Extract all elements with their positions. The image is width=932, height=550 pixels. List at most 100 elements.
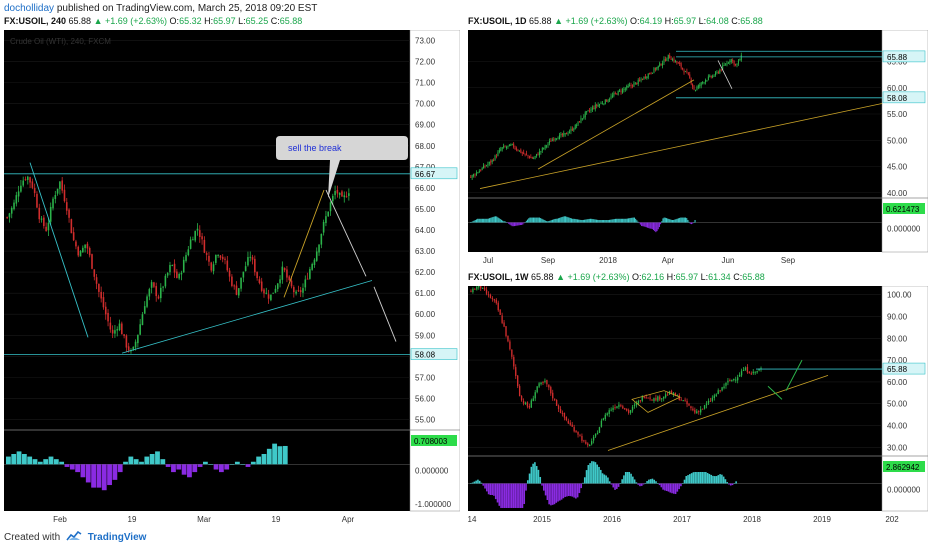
main-open: 65.32: [179, 16, 202, 26]
indicator-histogram-bar: [694, 471, 696, 484]
indicator-histogram-bar: [620, 218, 622, 223]
candle-body: [513, 143, 515, 148]
indicator-histogram-bar: [218, 464, 224, 473]
candle-body: [534, 156, 536, 158]
candle-body: [194, 231, 197, 241]
candle-body: [624, 408, 626, 410]
indicator-histogram-bar: [694, 219, 696, 223]
indicator-histogram-bar: [475, 219, 478, 223]
candle-body: [228, 270, 231, 277]
candle-body: [100, 291, 102, 299]
author-link[interactable]: docholliday: [4, 3, 55, 14]
indicator-histogram-bar: [471, 482, 474, 484]
candle-body: [583, 116, 585, 118]
indicator-histogram-bar: [649, 222, 651, 229]
weekly-low: 61.34: [708, 272, 731, 282]
indicator-histogram-bar: [566, 483, 568, 497]
candle-body: [493, 299, 496, 301]
indicator-histogram-bar: [534, 217, 536, 223]
footer-brand-link[interactable]: TradingView: [87, 532, 147, 544]
daily-chart[interactable]: 65.0060.0055.0050.0045.0040.0065.8858.08…: [468, 30, 928, 266]
indicator-histogram-bar: [613, 219, 615, 223]
indicator-histogram-bar: [532, 217, 535, 223]
candle-body: [656, 67, 658, 70]
candle-body: [640, 79, 642, 81]
indicator-histogram-bar: [583, 477, 586, 484]
x-tick-label: 2015: [533, 515, 551, 524]
indicator-histogram-bar: [712, 475, 714, 484]
candle-body: [662, 63, 664, 66]
candle-body: [635, 402, 638, 406]
indicator-histogram-bar: [639, 483, 641, 487]
indicator-histogram-bar: [681, 217, 683, 223]
candle-body: [557, 405, 560, 410]
indicator-histogram-bar: [557, 218, 559, 223]
candle-body: [610, 409, 612, 411]
candle-body: [579, 435, 581, 437]
indicator-histogram-bar: [573, 483, 575, 498]
indicator-histogram-bar: [573, 218, 575, 223]
candle-body: [715, 394, 717, 396]
candle-body: [584, 112, 586, 118]
indicator-histogram-bar: [208, 464, 214, 465]
indicator-histogram-bar: [547, 221, 549, 223]
weekly-change: ▲ +1.69 (+2.63%): [556, 272, 630, 282]
candle-body: [318, 244, 320, 253]
indicator-histogram-bar: [693, 222, 695, 223]
chart-background: [4, 30, 410, 511]
candle-body: [726, 62, 728, 66]
indicator-histogram-bar: [272, 443, 278, 465]
candle-body: [518, 150, 520, 152]
indicator-histogram-bar: [546, 221, 548, 223]
indicator-histogram-bar: [703, 471, 705, 484]
x-tick-label: 202: [885, 515, 899, 524]
candle-body: [626, 408, 628, 411]
indicator-histogram-bar: [500, 219, 502, 223]
indicator-histogram-bar: [487, 218, 489, 223]
candle-body: [488, 161, 490, 164]
candle-body: [336, 189, 339, 194]
indicator-histogram-bar: [592, 461, 595, 484]
indicator-histogram-bar: [575, 483, 577, 499]
candle-body: [343, 195, 346, 198]
candle-body: [127, 346, 130, 351]
candle-body: [716, 71, 718, 73]
x-tick-label: Jul: [483, 256, 493, 265]
indicator-histogram-bar: [594, 462, 597, 484]
indicator-histogram-bar: [696, 471, 698, 484]
indicator-histogram-bar: [551, 483, 554, 505]
indicator-histogram-bar: [674, 219, 676, 223]
candle-body: [505, 326, 507, 337]
candle-body: [489, 294, 492, 299]
candle-body: [474, 288, 476, 290]
candle-body: [483, 165, 485, 169]
candle-body: [72, 232, 75, 241]
indicator-histogram-bar: [582, 482, 584, 484]
indicator-histogram-bar: [531, 217, 533, 223]
weekly-chart[interactable]: 100.00 90.00 80.00 70.00 60.00 50.00 40.00 30.0…: [468, 286, 928, 525]
indicator-histogram-bar: [650, 222, 652, 229]
candle-body: [674, 392, 677, 397]
y-tick-label: 68.00: [415, 142, 436, 151]
candle-body: [114, 330, 116, 334]
indicator-histogram-bar: [80, 464, 86, 478]
candle-body: [644, 76, 646, 78]
indicator-histogram-bar: [571, 483, 574, 497]
long-term-trendline: [479, 103, 883, 189]
indicator-histogram-bar: [482, 483, 485, 486]
candle-body: [334, 191, 336, 196]
indicator-histogram-bar: [523, 483, 526, 505]
candle-body: [178, 273, 180, 279]
candle-body: [185, 255, 187, 261]
candle-body: [598, 427, 601, 433]
main-chart[interactable]: 73.00 72.00 71.00 70.00 69.00 68.00 67.00 66.00…: [4, 30, 460, 525]
candle-body: [322, 221, 325, 233]
indicator-histogram-bar: [565, 216, 567, 223]
candle-body: [740, 55, 742, 61]
indicator-histogram-bar: [587, 465, 590, 484]
candle-body: [490, 161, 492, 163]
indicator-histogram-bar: [688, 221, 690, 223]
indicator-histogram-bar: [690, 473, 693, 484]
indicator-histogram-bar: [75, 464, 81, 473]
candle-body: [619, 90, 621, 92]
